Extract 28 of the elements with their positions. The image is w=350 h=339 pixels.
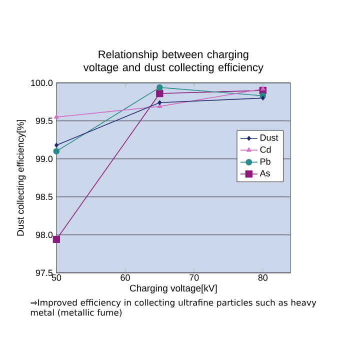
point [54, 114, 59, 119]
chart-title: Relationship between charging voltage and dust collecting efficiency [83, 50, 264, 74]
x-axis-title: Charging voltage[kV] [130, 284, 217, 294]
x-tick-label: 60 [120, 274, 130, 281]
point [54, 142, 58, 148]
point [52, 236, 60, 244]
y-tick-label: 98.0 [36, 232, 53, 238]
y-tick-label: 99.0 [36, 156, 53, 162]
point [157, 104, 162, 108]
text: ⇒Improved efficiency in collecting ultrafine particles such as heavy metal (metallic fume) [30, 299, 316, 317]
legend-label: Dust [260, 134, 278, 141]
y-axis-title: Dust collecting efficiency[%] [16, 120, 26, 236]
y-tick-label: 98.5 [36, 194, 53, 200]
x-tick-label: 70 [190, 274, 199, 281]
point [53, 148, 60, 154]
y-tick-label: 97.5 [36, 270, 53, 276]
x-tick-label: 50 [52, 274, 62, 281]
point [260, 86, 266, 91]
point [156, 90, 164, 98]
y-tick-label: 100.0 [31, 80, 53, 86]
y-tick-label: 99.5 [36, 118, 53, 124]
point [261, 96, 265, 100]
legend-label: Pb [260, 158, 270, 165]
legend-label: Cd [260, 146, 271, 153]
point [158, 100, 162, 106]
legend-label: As [260, 170, 270, 176]
x-tick-label: 80 [258, 274, 268, 281]
point [156, 84, 163, 91]
